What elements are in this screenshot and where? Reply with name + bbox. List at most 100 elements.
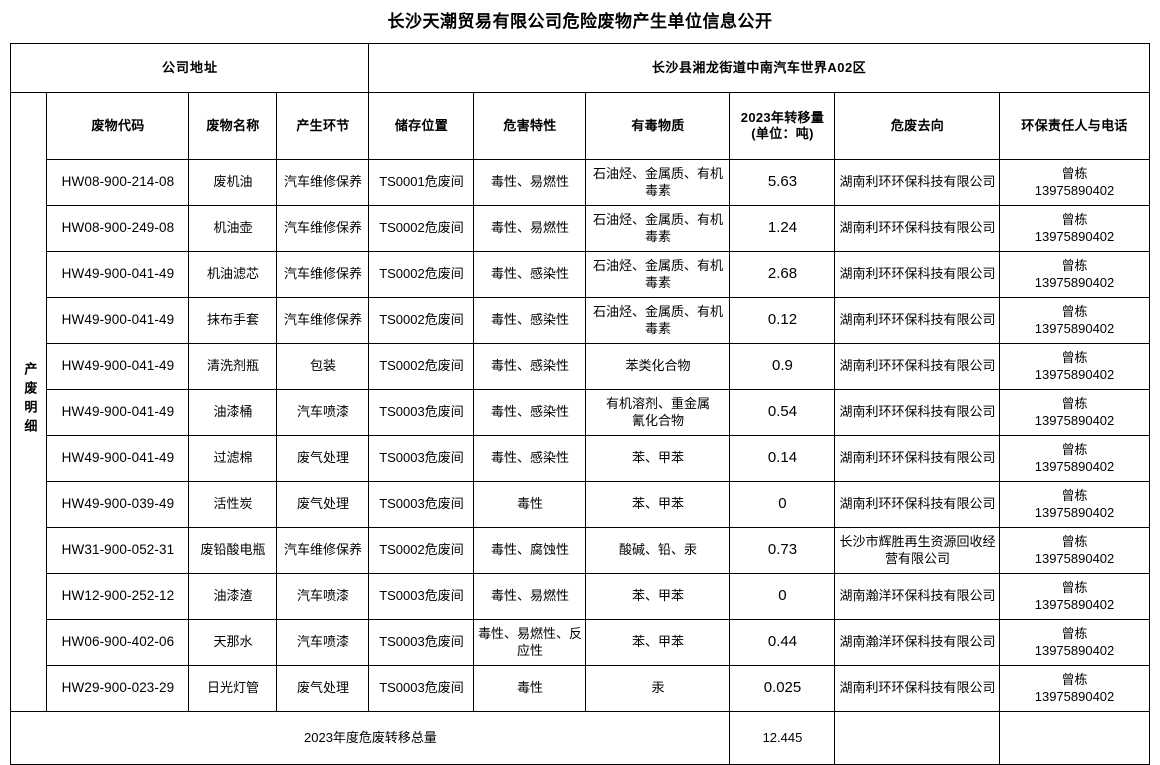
cell-line: HW49-900-041-49 — [61, 404, 175, 420]
cell-line: HW06-900-402-06 — [61, 634, 175, 650]
cell-line: HW49-900-041-49 — [61, 358, 175, 374]
cell-line: TS0003危废间 — [379, 680, 464, 696]
cell-line: 天那水 — [213, 634, 253, 650]
cell-storage: TS0002危废间 — [368, 251, 475, 299]
responsible-name: 曾栋 — [1061, 671, 1088, 687]
responsible-phone: 13975890402 — [1034, 366, 1115, 382]
cell-line: 长沙市辉胜再生资源回收经营有限公司 — [839, 534, 996, 566]
column-header-responsible: 环保责任人与电话 — [999, 92, 1150, 161]
table-row: HW49-900-039-49 活性炭 废气处理 TS0003危废间 毒性 苯、甲苯 0 湖南… — [11, 481, 1150, 529]
table-row: HW31-900-052-31 废铅酸电瓶 汽车维修保养 TS0002危废间 毒性、腐蚀… — [11, 527, 1150, 575]
responsible-name: 曾栋 — [1061, 165, 1088, 181]
cell-line: 氰化合物 — [631, 412, 684, 428]
cell-responsible: 曾栋 13975890402 — [999, 159, 1150, 207]
cell-process: 汽车喷漆 — [276, 619, 370, 667]
cell-toxic: 酸碱、铅、汞 — [585, 527, 731, 575]
cell-process: 废气处理 — [276, 435, 370, 483]
cell-quantity: 0.54 — [729, 389, 836, 437]
cell-line: 湖南利环环保科技有限公司 — [839, 450, 996, 466]
cell-storage: TS0002危废间 — [368, 205, 475, 253]
table-row: HW49-900-041-49 抹布手套 汽车维修保养 TS0002危废间 毒性、感染性… — [11, 297, 1150, 345]
responsible-phone: 13975890402 — [1034, 550, 1115, 566]
cell-line: 毒性 — [516, 680, 543, 696]
responsible-name: 曾栋 — [1061, 257, 1088, 273]
cell-line: 湖南利环环保科技有限公司 — [839, 312, 996, 328]
column-header-toxic: 有毒物质 — [585, 92, 731, 161]
cell-responsible: 曾栋 13975890402 — [999, 389, 1150, 437]
cell-destination: 湖南瀚洋环保科技有限公司 — [834, 573, 1001, 621]
cell-line: 0.12 — [767, 311, 798, 329]
table-row: HW08-900-214-08 废机油 汽车维修保养 TS0001危废间 毒性、易燃性 石… — [11, 159, 1150, 207]
cell-line: 汞 — [651, 680, 665, 696]
cell-process: 汽车维修保养 — [276, 251, 370, 299]
cell-line: 毒性、易燃性 — [490, 174, 569, 190]
cell-hazard: 毒性、感染性 — [473, 297, 587, 345]
cell-line: 抹布手套 — [206, 312, 259, 328]
document-page: 长沙天潮贸易有限公司危险废物产生单位信息公开 公司地址 长沙县湘龙街道中南汽车世界… — [10, 12, 1150, 765]
cell-line: TS0003危废间 — [379, 588, 464, 604]
cell-line: HW49-900-041-49 — [61, 312, 175, 328]
cell-line: TS0001危废间 — [379, 174, 464, 190]
responsible-name: 曾栋 — [1061, 395, 1088, 411]
cell-line: 油漆桶 — [213, 404, 253, 420]
cell-line: 湖南利环环保科技有限公司 — [839, 220, 996, 236]
cell-hazard: 毒性、易燃性 — [473, 205, 587, 253]
cell-toxic: 石油烃、金属质、有机毒素 — [585, 251, 731, 299]
cell-quantity: 5.63 — [729, 159, 836, 207]
cell-line: TS0002危废间 — [379, 220, 464, 236]
cell-toxic: 苯、甲苯 — [585, 619, 731, 667]
cell-line: 汽车喷漆 — [296, 588, 349, 604]
cell-name: 日光灯管 — [188, 665, 278, 713]
cell-code: HW49-900-041-49 — [46, 343, 190, 391]
cell-responsible: 曾栋 13975890402 — [999, 435, 1150, 483]
cell-code: HW49-900-041-49 — [46, 251, 190, 299]
cell-line: 0.44 — [767, 633, 798, 651]
cell-line: 废机油 — [213, 174, 253, 190]
cell-line: 汽车维修保养 — [283, 220, 362, 236]
cell-destination: 湖南瀚洋环保科技有限公司 — [834, 619, 1001, 667]
cell-line: 毒性、感染性 — [490, 404, 569, 420]
cell-line: 5.63 — [767, 173, 798, 191]
cell-line: 废气处理 — [296, 496, 349, 512]
cell-line: 汽车喷漆 — [296, 404, 349, 420]
cell-hazard: 毒性、易燃性 — [473, 159, 587, 207]
hazardous-waste-table: 公司地址 长沙县湘龙街道中南汽车世界A02区 产废明细 废物代码 废物名称 产生环节 储存位… — [10, 43, 1150, 765]
cell-quantity: 1.24 — [729, 205, 836, 253]
cell-line: 毒性、腐蚀性 — [490, 542, 569, 558]
total-value: 12.445 — [729, 711, 836, 765]
cell-storage: TS0003危废间 — [368, 435, 475, 483]
table-row: HW49-900-041-49 过滤棉 废气处理 TS0003危废间 毒性、感染性 苯、甲… — [11, 435, 1150, 483]
cell-line: 过滤棉 — [213, 450, 253, 466]
cell-quantity: 0 — [729, 573, 836, 621]
cell-name: 清洗剂瓶 — [188, 343, 278, 391]
cell-quantity: 0.12 — [729, 297, 836, 345]
cell-line: HW08-900-214-08 — [61, 174, 175, 190]
cell-name: 抹布手套 — [188, 297, 278, 345]
cell-line: 石油烃、金属质、有机毒素 — [592, 258, 723, 290]
cell-process: 汽车维修保养 — [276, 527, 370, 575]
cell-toxic: 石油烃、金属质、有机毒素 — [585, 159, 731, 207]
cell-line: 活性炭 — [213, 496, 253, 512]
cell-line: TS0002危废间 — [379, 542, 464, 558]
cell-line: 苯、甲苯 — [631, 450, 684, 466]
cell-line: 汽车维修保养 — [283, 542, 362, 558]
cell-line: 0.54 — [767, 403, 798, 421]
table-row: HW06-900-402-06 天那水 汽车喷漆 TS0003危废间 毒性、易燃性、反应… — [11, 619, 1150, 667]
cell-code: HW49-900-041-49 — [46, 435, 190, 483]
responsible-name: 曾栋 — [1061, 487, 1088, 503]
cell-code: HW49-900-041-49 — [46, 389, 190, 437]
cell-line: 0.9 — [772, 357, 793, 375]
cell-line: (单位：吨) — [751, 126, 814, 142]
cell-line: 毒性、感染性 — [490, 450, 569, 466]
cell-responsible: 曾栋 13975890402 — [999, 481, 1150, 529]
cell-line: 0.73 — [767, 541, 798, 559]
cell-line: 毒性、易燃性 — [490, 220, 569, 236]
cell-name: 油漆渣 — [188, 573, 278, 621]
cell-line: 2.68 — [767, 265, 798, 283]
cell-responsible: 曾栋 13975890402 — [999, 573, 1150, 621]
cell-line: 毒性、感染性 — [490, 358, 569, 374]
cell-storage: TS0001危废间 — [368, 159, 475, 207]
cell-line: 毒性 — [516, 496, 543, 512]
cell-destination: 湖南利环环保科技有限公司 — [834, 481, 1001, 529]
cell-line: HW49-900-041-49 — [61, 266, 175, 282]
